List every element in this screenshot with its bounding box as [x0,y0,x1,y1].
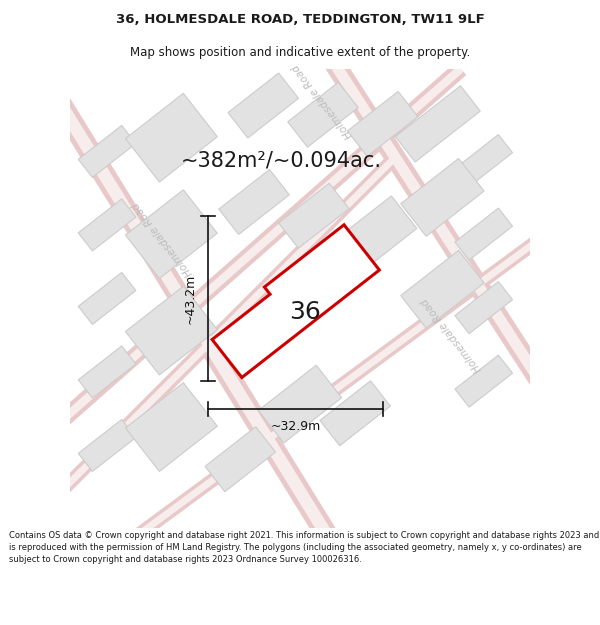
Polygon shape [78,199,136,251]
Polygon shape [125,190,217,279]
Polygon shape [320,381,391,446]
Polygon shape [278,183,349,248]
Polygon shape [228,73,298,138]
Polygon shape [78,419,136,471]
Polygon shape [205,427,275,492]
Polygon shape [78,126,136,178]
Polygon shape [288,82,358,147]
Text: Map shows position and indicative extent of the property.: Map shows position and indicative extent… [130,46,470,59]
Polygon shape [125,93,217,182]
Polygon shape [259,365,341,443]
Polygon shape [455,282,512,334]
Polygon shape [455,355,512,407]
Polygon shape [125,286,217,375]
Text: 36, HOLMESDALE ROAD, TEDDINGTON, TW11 9LF: 36, HOLMESDALE ROAD, TEDDINGTON, TW11 9L… [116,12,484,26]
Polygon shape [455,208,512,260]
Polygon shape [219,169,289,234]
Polygon shape [125,382,217,471]
Text: Holmesdale Road: Holmesdale Road [291,62,355,140]
Polygon shape [78,272,136,324]
Text: ~43.2m: ~43.2m [184,273,197,324]
Text: 36: 36 [289,300,320,324]
Text: Contains OS data © Crown copyright and database right 2021. This information is : Contains OS data © Crown copyright and d… [9,531,599,564]
Text: Holmesdale Road: Holmesdale Road [130,200,194,278]
Polygon shape [212,225,379,378]
Polygon shape [401,159,484,236]
Polygon shape [395,86,480,162]
Polygon shape [455,134,512,187]
Polygon shape [78,346,136,398]
Text: ~32.9m: ~32.9m [270,420,320,433]
Text: Holmesdale Road: Holmesdale Road [419,296,484,374]
Polygon shape [401,251,484,328]
Polygon shape [312,196,417,291]
Polygon shape [347,91,418,156]
Text: ~382m²/~0.094ac.: ~382m²/~0.094ac. [181,151,382,171]
